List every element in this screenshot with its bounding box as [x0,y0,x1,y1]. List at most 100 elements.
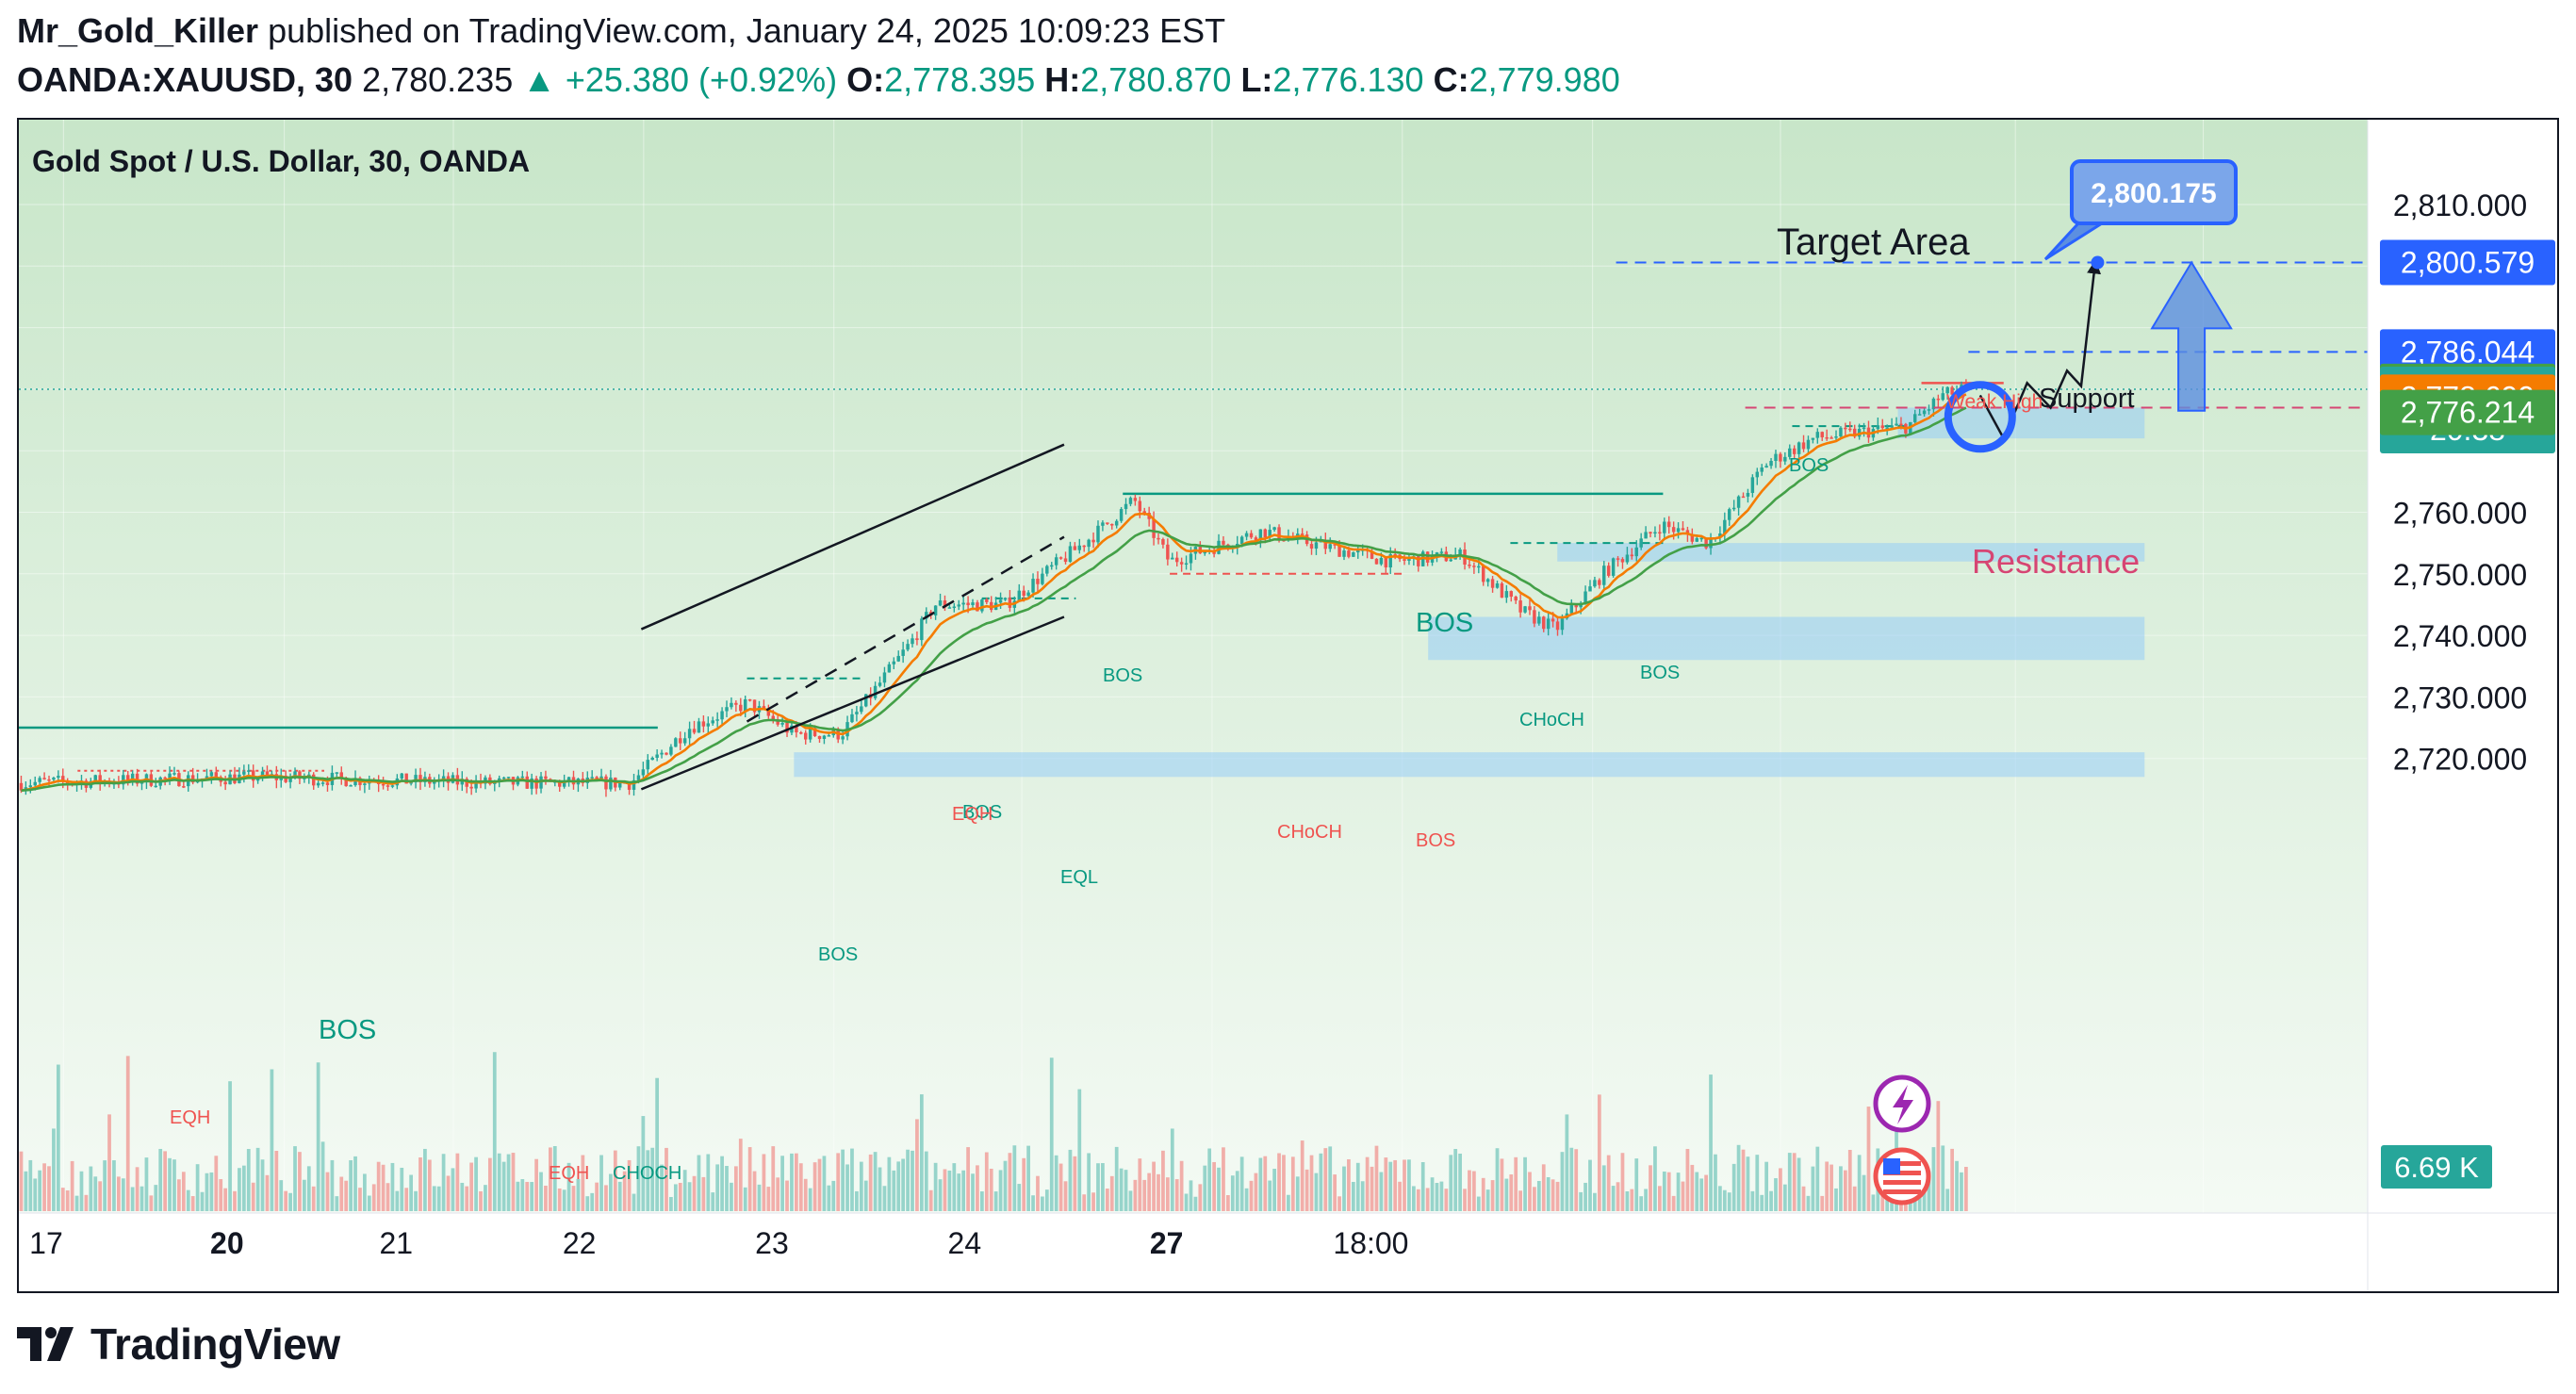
us-flag-icon[interactable] [1873,1147,1931,1205]
volume-bar [1165,1177,1170,1211]
volume-bar [427,1159,432,1211]
volume-bar [571,1186,576,1211]
candle-body [190,775,195,783]
volume-bar [1476,1196,1481,1211]
volume-bar [492,1052,497,1211]
volume-bar [650,1147,655,1211]
volume-bar [831,1180,836,1211]
volume-tag: 6.69 K [2381,1145,2492,1189]
candle-body [1152,518,1156,538]
candle-body [808,728,812,740]
publish-info: published on TradingView.com, January 24… [268,11,1226,50]
volume-bar [938,1179,943,1211]
volume-bar [790,1153,794,1211]
price-axis[interactable]: 2,810.000 2,760.000 2,750.000 2,740.000 2,73… [2393,189,2527,777]
volume-bar [803,1178,808,1211]
volume-bar [1077,1089,1082,1211]
volume-bar [1105,1189,1109,1211]
volume-bar [530,1182,534,1211]
volume-bar [933,1162,938,1211]
candle-body [1779,453,1782,462]
volume-bar [446,1175,451,1211]
candle-body [1050,565,1054,567]
volume-bar [1825,1161,1829,1211]
volume-bar [1533,1187,1536,1211]
volume-bar [557,1188,562,1211]
candle-body [1663,521,1666,533]
lightning-icon[interactable] [1873,1074,1931,1133]
volume-bar [1319,1153,1323,1211]
eql-label: EQL [1060,867,1098,888]
candle-body [961,602,965,605]
volume-bar [1087,1153,1091,1211]
candle-body [873,685,878,698]
choch-label-1: CHoCH [1277,822,1342,843]
volume-bar [163,1151,167,1211]
volume-bar [1500,1158,1504,1211]
volume-bar [1523,1156,1527,1211]
chart-frame[interactable]: Gold Spot / U.S. Dollar, 30, OANDA Targe… [17,118,2559,1293]
volume-bar [1936,1101,1941,1211]
volume-bar [1444,1189,1449,1211]
candle-body [93,775,97,781]
candle-body [28,785,33,788]
volume-bar [135,1167,139,1211]
candle-body [971,602,975,606]
candle-body [780,723,784,725]
time-tick-label: 17 [29,1226,63,1260]
candle-body [1750,477,1755,493]
candle-body [325,782,330,785]
tradingview-logo[interactable]: TradingView [17,1316,340,1372]
volume-bar [1955,1160,1959,1211]
volume-bar [274,1150,279,1211]
candle-body [1695,537,1698,542]
volume-bar [516,1181,520,1211]
zones-layer [794,407,2145,778]
symbol[interactable]: OANDA:XAUUSD, 30 [17,60,353,99]
candle-body [390,785,395,787]
candle-body [715,719,719,721]
volume-bar [1323,1148,1328,1211]
volume-bar [1174,1179,1179,1211]
volume-bar [1699,1178,1704,1211]
volume-bar [896,1161,901,1211]
candle-body [1945,386,1949,394]
volume-bar [1579,1191,1583,1211]
volume-bar [961,1170,966,1211]
candle-body [734,702,738,705]
volume-bar [298,1152,302,1211]
candle-body [1184,563,1189,566]
time-axis[interactable]: 17 20 21 22 23 24 27 18:00 [29,1226,1408,1260]
volume-bar [576,1178,581,1211]
candle-body [938,600,943,606]
volume-bar [1639,1196,1644,1211]
author-name[interactable]: Mr_Gold_Killer [17,11,259,50]
volume-bar [1407,1159,1411,1211]
volume-bar [241,1165,246,1211]
volume-bar [525,1181,530,1211]
candle-body [1852,428,1857,437]
candle-body [1731,507,1736,510]
volume-bar [1226,1195,1230,1211]
volume-bar [1031,1195,1035,1211]
candle-body [1222,540,1225,545]
weak-high-label: Weak High [1946,391,2043,413]
volume-bar [1695,1172,1699,1211]
volume-bar [381,1164,386,1211]
price-chart[interactable]: Gold Spot / U.S. Dollar, 30, OANDA Targe… [19,120,2557,1291]
candle-body [1625,554,1630,563]
brand-name: TradingView [90,1320,340,1369]
volume-bar [1616,1182,1620,1211]
volume-bar [1411,1186,1416,1211]
volume-bar [246,1149,251,1211]
target-bubble[interactable]: 2,800.175 [2043,159,2238,261]
volume-bar [1463,1189,1467,1211]
volume-bar [590,1192,595,1211]
volume-bar [501,1161,506,1211]
candle-body [223,781,227,785]
candle-body [1026,592,1030,597]
candle-body [122,775,125,785]
volume-bar [1003,1160,1008,1211]
candle-body [1844,427,1847,430]
candle-body [711,720,714,724]
